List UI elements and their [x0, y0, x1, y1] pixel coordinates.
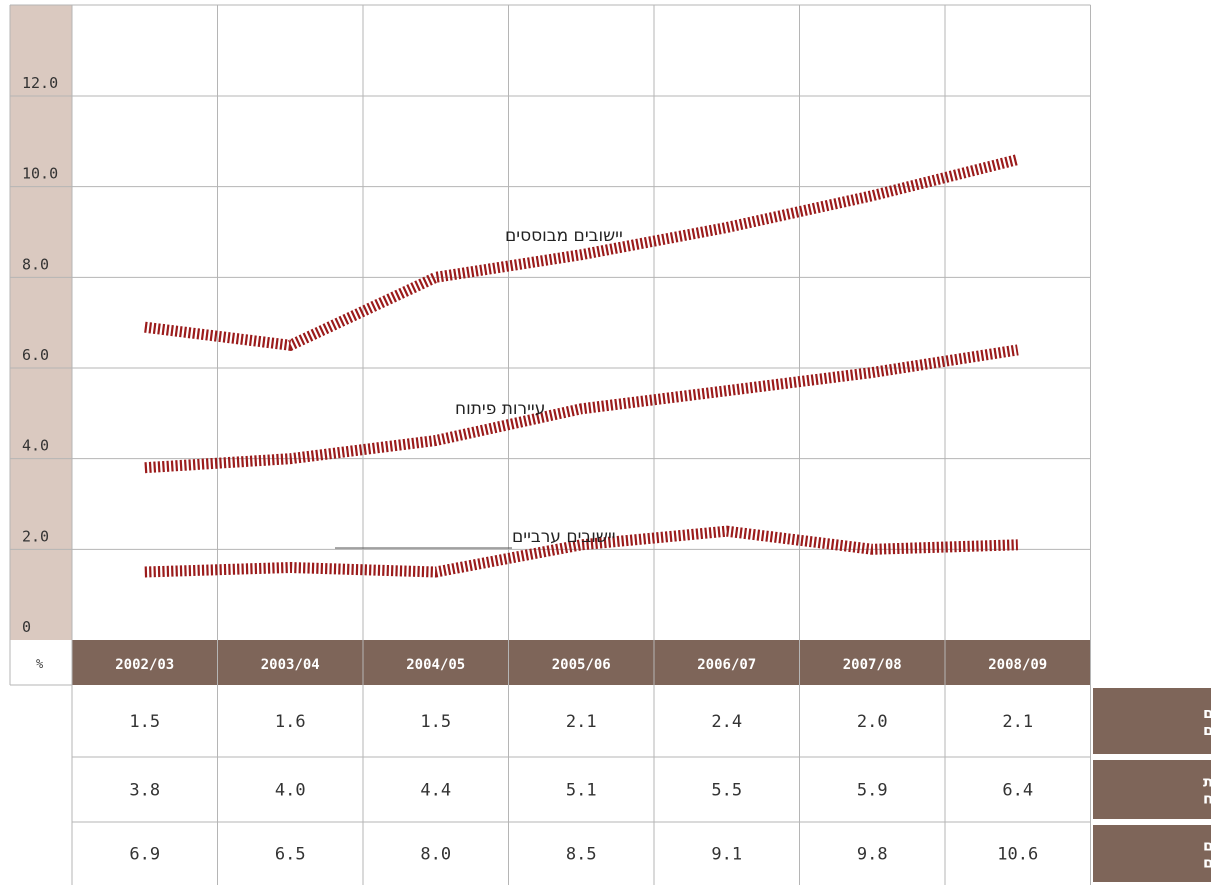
- x-header-band: [72, 640, 1091, 685]
- y-axis-band: [10, 5, 72, 640]
- table-cell: 10.6: [997, 845, 1038, 865]
- table-cell: 1.5: [129, 712, 160, 732]
- x-category-label: 2006/07: [697, 657, 756, 673]
- table-cell: 2.1: [1002, 712, 1033, 732]
- y-tick-label: 4.0: [22, 437, 49, 455]
- table-row-header-label: עיירות: [1203, 773, 1211, 791]
- table-row-header-bg: [1093, 760, 1211, 819]
- x-category-label: 2008/09: [988, 657, 1047, 673]
- table-cell: 4.4: [420, 781, 451, 801]
- table-cell: 2.4: [711, 712, 742, 732]
- x-category-label: 2003/04: [261, 657, 320, 673]
- table-row-header-bg: [1093, 688, 1211, 754]
- table-cell: 9.1: [711, 845, 742, 865]
- table-cell: 6.5: [275, 845, 306, 865]
- table-row-header-label: מבוססים: [1203, 854, 1211, 872]
- x-category-label: 2002/03: [115, 657, 174, 673]
- x-category-label: 2005/06: [552, 657, 611, 673]
- series-label: יישובים ערביים: [512, 527, 616, 547]
- y-tick-label: 6.0: [22, 346, 49, 364]
- table-row-header-label: ערביים: [1203, 721, 1211, 739]
- table-cell: 5.9: [857, 781, 888, 801]
- table-cell: 5.1: [566, 781, 597, 801]
- y-unit-label: %: [36, 657, 44, 671]
- table-cell: 5.5: [711, 781, 742, 801]
- table-row-header-label: יישובים: [1203, 837, 1211, 855]
- series-line: [144, 154, 1020, 351]
- table-cell: 8.0: [420, 845, 451, 865]
- table-cell: 6.9: [129, 845, 160, 865]
- table-cell: 8.5: [566, 845, 597, 865]
- y-tick-label: 0: [22, 618, 31, 636]
- table-cell: 1.5: [420, 712, 451, 732]
- y-tick-label: 8.0: [22, 255, 49, 273]
- y-tick-label: 10.0: [22, 165, 58, 183]
- table-cell: 2.1: [566, 712, 597, 732]
- table-cell: 2.0: [857, 712, 888, 732]
- series-label: יישובים מבוססים: [505, 226, 623, 246]
- y-tick-label: 2.0: [22, 527, 49, 545]
- table-row-header-bg: [1093, 825, 1211, 882]
- table-cell: 4.0: [275, 781, 306, 801]
- y-tick-label: 12.0: [22, 74, 58, 92]
- table-cell: 3.8: [129, 781, 160, 801]
- table-cell: 9.8: [857, 845, 888, 865]
- series-label: עיירות פיתוח: [455, 399, 545, 419]
- table-cell: 1.6: [275, 712, 306, 732]
- x-category-label: 2004/05: [406, 657, 465, 673]
- table-cell: 6.4: [1002, 781, 1033, 801]
- table-row-header-label: יישובים: [1203, 704, 1211, 722]
- x-category-label: 2007/08: [843, 657, 902, 673]
- table-row-header-label: פיתוח: [1203, 790, 1211, 808]
